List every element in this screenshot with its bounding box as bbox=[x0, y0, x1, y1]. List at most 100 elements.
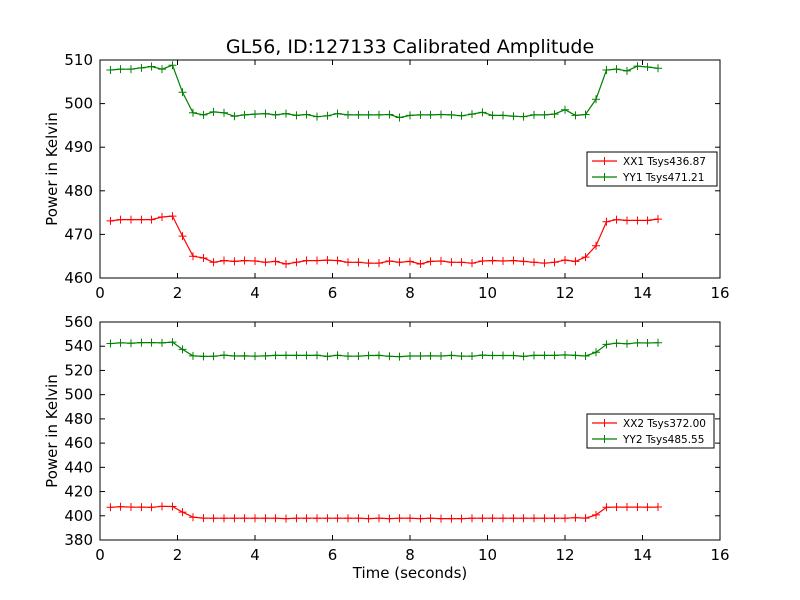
data-point bbox=[158, 65, 166, 74]
data-point bbox=[612, 215, 621, 224]
data-point bbox=[282, 514, 290, 523]
data-point bbox=[447, 514, 456, 523]
data-point bbox=[561, 514, 569, 523]
data-point bbox=[457, 111, 466, 120]
data-point bbox=[457, 514, 466, 523]
data-point bbox=[416, 260, 425, 269]
data-point bbox=[261, 351, 270, 360]
data-point bbox=[509, 351, 518, 360]
data-point bbox=[199, 110, 208, 119]
data-point bbox=[209, 352, 218, 361]
data-point bbox=[230, 352, 239, 361]
data-point bbox=[116, 65, 125, 74]
data-point bbox=[550, 514, 559, 523]
data-point bbox=[395, 352, 404, 361]
data-point bbox=[323, 256, 332, 265]
data-point bbox=[581, 514, 590, 523]
data-point bbox=[581, 110, 590, 119]
data-point bbox=[385, 256, 394, 265]
data-point bbox=[220, 351, 228, 360]
x-tick-label: 16 bbox=[710, 546, 729, 564]
data-point bbox=[240, 256, 249, 265]
legend-label: XX1 Tsys436.87 bbox=[623, 156, 706, 168]
data-point bbox=[499, 514, 507, 523]
data-point bbox=[643, 62, 652, 71]
data-point bbox=[313, 256, 321, 265]
data-point bbox=[509, 514, 518, 523]
data-point bbox=[354, 258, 363, 267]
data-point bbox=[447, 258, 456, 267]
data-point bbox=[127, 339, 135, 348]
data-point bbox=[271, 351, 280, 360]
legend-marker bbox=[600, 157, 609, 165]
data-point bbox=[550, 110, 559, 119]
y-tick-label: 540 bbox=[64, 337, 93, 355]
data-point bbox=[354, 110, 363, 119]
y-tick-label: 460 bbox=[64, 434, 93, 452]
data-point bbox=[220, 256, 228, 265]
data-point bbox=[416, 352, 425, 361]
data-point bbox=[592, 241, 600, 250]
data-point bbox=[488, 514, 497, 523]
data-point bbox=[633, 338, 642, 347]
data-point bbox=[127, 215, 135, 224]
legend-marker bbox=[600, 419, 609, 427]
data-point bbox=[282, 351, 290, 360]
data-point bbox=[106, 503, 115, 512]
data-point bbox=[292, 514, 301, 523]
data-point bbox=[633, 503, 642, 512]
y-tick-label: 480 bbox=[64, 182, 93, 200]
data-point bbox=[385, 110, 394, 119]
data-point bbox=[468, 352, 476, 361]
data-point bbox=[209, 258, 218, 267]
data-point bbox=[189, 252, 197, 261]
data-point bbox=[478, 351, 487, 360]
data-point bbox=[654, 338, 662, 347]
data-point bbox=[364, 259, 373, 268]
data-point bbox=[251, 256, 259, 265]
data-point bbox=[571, 513, 580, 522]
data-point bbox=[592, 348, 600, 357]
data-point bbox=[581, 253, 590, 262]
data-point bbox=[158, 338, 166, 347]
data-point bbox=[271, 257, 280, 266]
data-point bbox=[313, 514, 321, 523]
data-point bbox=[499, 256, 507, 265]
data-point bbox=[395, 514, 404, 523]
data-point bbox=[364, 351, 373, 360]
data-point bbox=[643, 216, 652, 225]
data-point bbox=[209, 107, 218, 116]
data-point bbox=[519, 352, 528, 361]
data-point bbox=[540, 514, 549, 523]
data-point bbox=[561, 256, 569, 265]
data-point bbox=[416, 514, 425, 523]
data-point bbox=[633, 62, 642, 71]
data-point bbox=[364, 110, 373, 119]
data-point bbox=[251, 514, 259, 523]
data-point bbox=[147, 215, 156, 224]
data-point bbox=[178, 232, 187, 241]
data-point bbox=[457, 258, 466, 267]
x-tick-label: 8 bbox=[405, 546, 415, 564]
bottom-plot: 0 2 4 6 8 10 12 14 16 380 400 420 440 460 480 500 520 540… bbox=[43, 313, 730, 582]
series-1 bbox=[106, 61, 662, 122]
figure-title: GL56, ID:127133 Calibrated Amplitude bbox=[226, 36, 594, 58]
data-point bbox=[457, 352, 466, 361]
data-point bbox=[592, 95, 600, 104]
data-point bbox=[416, 110, 425, 119]
data-point bbox=[333, 256, 342, 265]
data-point bbox=[437, 110, 445, 119]
data-point bbox=[313, 112, 321, 121]
data-point bbox=[571, 351, 580, 360]
data-point bbox=[478, 256, 487, 265]
y-tick-label: 510 bbox=[64, 51, 93, 69]
data-point bbox=[240, 514, 249, 523]
x-tick-label: 2 bbox=[173, 546, 183, 564]
data-point bbox=[147, 62, 156, 71]
data-point bbox=[375, 514, 383, 523]
data-point bbox=[468, 110, 476, 119]
data-point bbox=[199, 352, 208, 361]
data-point bbox=[158, 502, 166, 511]
data-point bbox=[654, 215, 662, 224]
